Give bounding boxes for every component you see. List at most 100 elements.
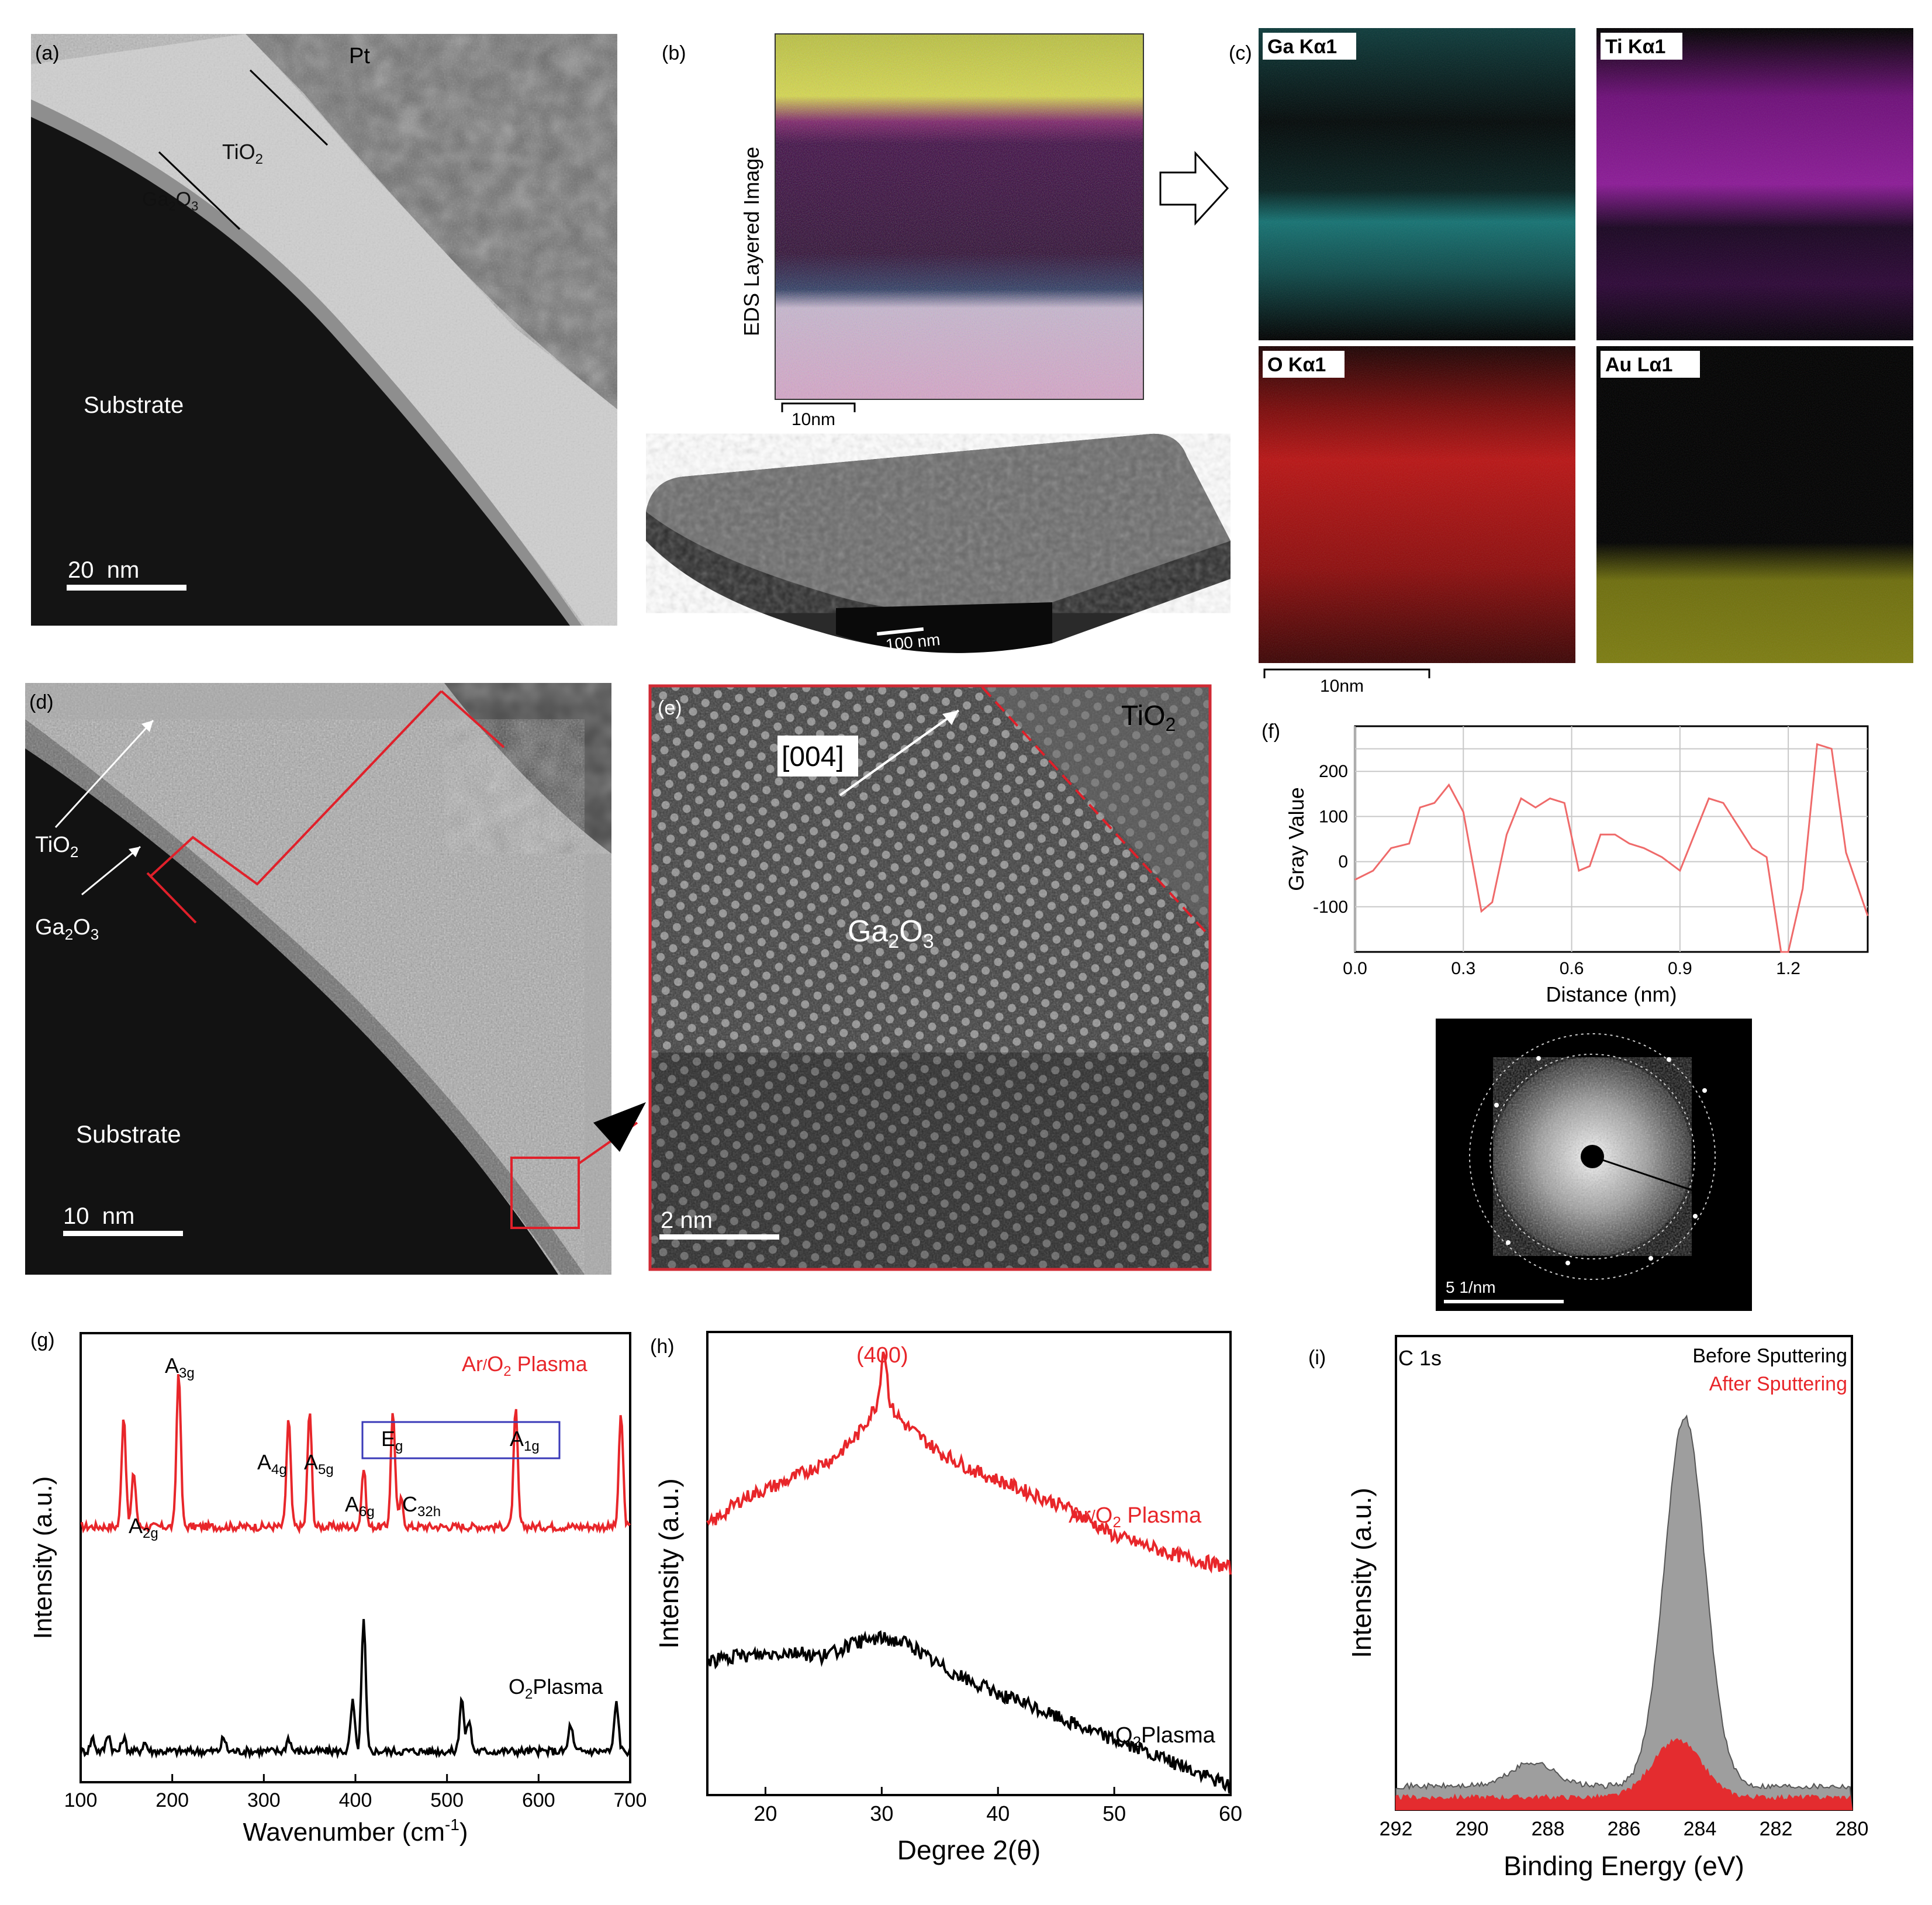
map-ga-label: Ga Kα1 [1267,36,1337,58]
chart-h-xtick-label: 40 [986,1802,1010,1825]
panel-d-substrate-label: Substrate [76,1120,181,1148]
panel-d-hrtem-image [25,683,611,1275]
panel-e-scale-bar [659,1234,779,1240]
panel-e-direction-arrowhead [942,710,959,725]
map-au: Au Lα1 [1596,346,1913,663]
chart-g-series-line [80,1618,631,1760]
panel-h-tag: (h) [650,1335,675,1358]
panel-e-lattice-image [650,686,1210,1269]
chart-i-xps: 292 290 288 286 284 282 280 Binding Energy (eV)… [1346,1335,1868,1881]
chart-i-xtick-label: 284 [1684,1818,1717,1840]
chart-g-xtick-label: 500 [430,1789,464,1811]
chart-g-xlabel: Wavenumber (cm-1) [243,1816,468,1847]
panel-d-tio2-arrow [54,719,154,829]
chart-f-xtick-label: 0.6 [1560,959,1584,978]
chart-h-xlabel: Degree 2(θ) [897,1835,1041,1865]
chart-f-ytick-label: -100 [1313,898,1348,917]
chart-i-xtick-label: 290 [1456,1818,1489,1840]
legend-g-bottom: O2Plasma [509,1675,603,1702]
chart-h-series-line [706,1351,1232,1575]
peak-eg-a1g-box [361,1421,561,1459]
panel-e-scale-label: 2 nm [661,1207,713,1233]
panel-d-ga2o3-arrowhead [129,847,140,857]
peak-label-a1g: A1g [510,1427,540,1454]
map-ti-label: Ti Kα1 [1605,36,1665,58]
chart-g-xtick-label: 400 [339,1789,372,1811]
chart-f-xtick-label: 0.3 [1451,959,1475,978]
fft-scale-bar [1444,1300,1564,1303]
peak-label-a2g: A2g [129,1514,158,1541]
chart-g-xtick-label: 700 [614,1789,647,1811]
panel-e-frame [648,684,1212,1271]
map-au-label: Au Lα1 [1605,354,1672,376]
panel-d-ga2o3-label: Ga2O3 [35,915,99,943]
map-o: O Kα1 [1259,346,1575,663]
panel-b-tag: (b) [662,42,686,64]
legend-h-bottom: O2Plasma [1115,1723,1216,1751]
panel-e-direction-arrow [839,709,960,796]
panel-d-zoom-box [510,1157,580,1229]
chart-h-series-line [706,1630,1232,1794]
chart-i-xtick-label: 286 [1608,1818,1641,1840]
chart-g-xtick-label: 600 [522,1789,555,1811]
peak-label-c32h: C32h [402,1492,441,1520]
panel-d-tag: (d) [29,691,54,713]
panel-a-substrate-label: Substrate [84,392,184,418]
chart-h-xtick-label: 60 [1219,1802,1242,1825]
panel-a-ga2o3-label: Ga2O3 [142,188,198,213]
eds-layered-label: EDS Layered Image [739,147,763,336]
legend-h-top: Ar/O2 Plasma [1069,1503,1202,1531]
chart-h-xrd: 20 30 40 50 60 Degree 2(θ) Intensity (a.u.) [654,1331,1242,1865]
right-arrow-icon [1159,151,1229,226]
peak-label-400: (400) [856,1343,908,1368]
panel-a-tem-image [31,34,617,626]
chart-i-xtick-label: 282 [1760,1818,1793,1840]
panel-e-tag: (e) [658,697,682,719]
panel-e-ga2o3-label: Ga2O3 [848,914,934,952]
panel-a-ga2o3-marker [158,151,241,230]
chart-i-series-area [1395,1738,1853,1810]
peak-label-a3g: A3g [165,1354,195,1381]
legend-i-after: After Sputtering [1709,1373,1847,1395]
chart-f-line-profile: 0.0 0.3 0.6 0.9 1.2 200 100 0 -100 Distance (nm) G… [1284,725,1869,1006]
panel-d-red-markers [146,690,505,924]
chart-i-ylabel: Intensity (a.u.) [1346,1488,1377,1658]
chart-i-xtick-label: 292 [1380,1818,1413,1840]
fft-pattern [1436,1019,1752,1311]
chart-f-ytick-label: 100 [1319,807,1348,826]
panel-a-pt-label: Pt [349,44,370,68]
panel-f-tag: (f) [1261,720,1280,743]
panel-a-pt-marker [249,69,329,146]
peak-label-eg: Eg [381,1427,403,1454]
chart-g-series-line [80,1374,631,1535]
legend-g-top: Ar/O2 Plasma [462,1352,588,1379]
xps-c1s-label: C 1s [1398,1346,1442,1370]
panel-a-tag: (a) [35,42,60,64]
panel-d-ga2o3-arrow [81,845,141,896]
chart-f-ytick-label: 0 [1338,853,1348,872]
panel-g-tag: (g) [30,1329,55,1351]
panel-d-scale-label: 10 nm [63,1203,134,1229]
zoom-arrowhead-icon [593,1102,646,1152]
map-o-label: O Kα1 [1267,354,1326,376]
panel-c-tag: (c) [1229,42,1252,64]
peak-label-a6g: A6g [345,1492,375,1520]
panel-d-tio2-label: TiO2 [35,833,78,861]
map-ga: Ga Kα1 [1259,28,1575,340]
chart-h-xtick-label: 50 [1102,1802,1126,1825]
panel-e-direction-box [777,736,858,777]
eds-scale-label: 10nm [792,410,835,429]
chart-f-xtick-label: 0.0 [1343,959,1367,978]
chart-g-xtick-label: 100 [64,1789,98,1811]
chart-h-xtick-label: 30 [870,1802,893,1825]
map-ti: Ti Kα1 [1596,28,1913,340]
chart-f-xtick-label: 0.9 [1668,959,1692,978]
chart-g-xtick-label: 300 [247,1789,281,1811]
panel-e-interface-line [981,686,1210,937]
panel-d-scale-bar [63,1231,183,1236]
map-scale-bracket [1263,668,1430,678]
panel-a-tio2-label: TiO2 [222,140,263,167]
chart-i-frame [1395,1335,1853,1811]
chart-f-frame [1354,725,1869,953]
